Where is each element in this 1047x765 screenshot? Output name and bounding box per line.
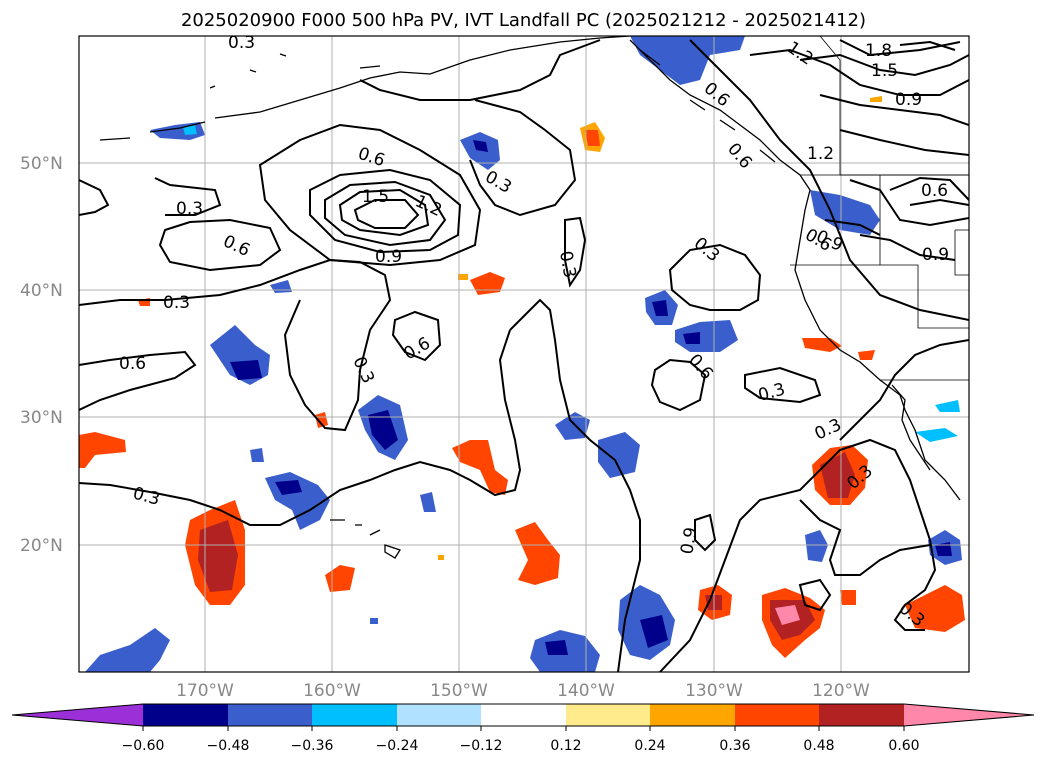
colorbar-tick-label: 0.36 (719, 738, 750, 754)
contour-label: 0.3 (163, 293, 190, 313)
colorbar-tick-label: 0.60 (888, 738, 919, 754)
colorbar-tick-label: −0.24 (376, 738, 419, 754)
lat-label: 30°N (20, 408, 63, 428)
lon-label: 160°W (303, 681, 361, 701)
colorbar-ticks (142, 726, 905, 731)
colorbar-tick-label: 0.48 (803, 738, 834, 754)
contour-label: 0.3 (228, 33, 255, 53)
contour-label: 0.9 (677, 526, 701, 556)
map-frame (78, 35, 970, 673)
lon-label: 150°W (430, 681, 488, 701)
contour-label: 0.9 (375, 247, 402, 267)
colorbar-segment (481, 704, 566, 726)
lat-label: 20°N (20, 536, 63, 556)
colorbar-tick-label: 0.12 (550, 738, 581, 754)
colorbar-segment (566, 704, 650, 726)
lon-label: 140°W (557, 681, 615, 701)
coastlines (99, 36, 961, 559)
positive-anomaly-areas (79, 96, 965, 658)
colorbar-segment (735, 704, 819, 726)
map-title: 2025020900 F000 500 hPa PV, IVT Landfall… (180, 10, 867, 31)
colorbar-tick-label: −0.48 (207, 738, 250, 754)
colorbar-segment (397, 704, 481, 726)
colorbar: −0.60 −0.48 −0.36 −0.24 −0.12 0.12 0.24 … (11, 703, 1035, 754)
gridlines (79, 36, 969, 672)
contour-label: 0.9 (895, 90, 922, 110)
latitude-labels: 50°N 40°N 30°N 20°N (20, 154, 63, 556)
contour-label: 1.8 (865, 41, 892, 61)
colorbar-extend-min (12, 704, 143, 726)
lon-label: 120°W (812, 681, 870, 701)
colorbar-segment (312, 704, 397, 726)
colorbar-extend-max (904, 704, 1034, 726)
lat-label: 50°N (20, 154, 63, 174)
colorbar-segment (143, 704, 228, 726)
colorbar-segment (650, 704, 735, 726)
pv-contours (79, 39, 969, 672)
colorbar-segment (228, 704, 312, 726)
colorbar-tick-label: 0.24 (634, 738, 665, 754)
colorbar-tick-label: −0.60 (122, 738, 165, 754)
contour-label: 0.6 (119, 354, 146, 374)
lat-label: 40°N (20, 281, 63, 301)
lon-label: 130°W (685, 681, 743, 701)
negative-anomaly-areas (85, 36, 962, 672)
longitude-labels: 170°W 160°W 150°W 140°W 130°W 120°W (176, 681, 870, 701)
contour-label: 1.2 (807, 144, 834, 164)
contour-label: 0.3 (176, 199, 203, 219)
contour-label: 0.6 (921, 181, 948, 201)
colorbar-segment (819, 704, 904, 726)
lon-label: 170°W (176, 681, 234, 701)
contour-label: 1.5 (871, 61, 898, 81)
contour-label: 0.9 (922, 245, 949, 265)
colorbar-tick-label: −0.36 (291, 738, 334, 754)
colorbar-tick-label: −0.12 (460, 738, 503, 754)
contour-label: 1.5 (362, 187, 389, 207)
contour-label: 0.3 (555, 249, 579, 279)
